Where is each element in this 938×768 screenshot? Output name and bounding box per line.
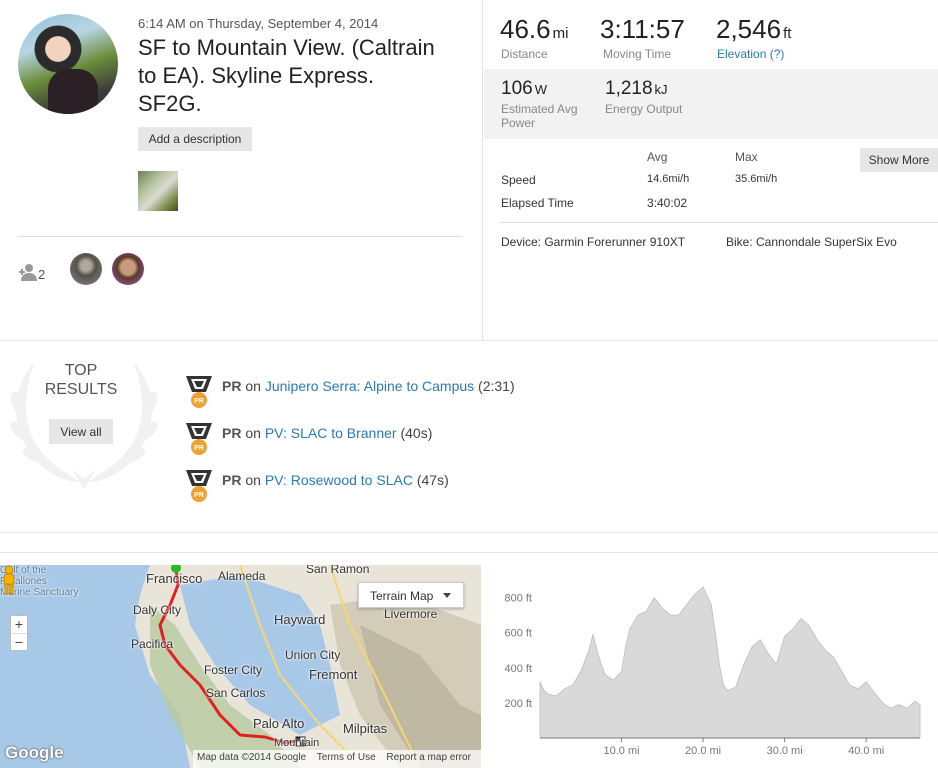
- pr-result-text: PR on PV: Rosewood to SLAC (47s): [222, 472, 449, 488]
- x-tick-label: 20.0 mi: [685, 745, 721, 757]
- moving-time-label: Moving Time: [603, 47, 672, 61]
- map-type-dropdown[interactable]: Terrain Map: [358, 582, 464, 608]
- elapsed-time-label: Elapsed Time: [501, 196, 574, 210]
- device-info: Device: Garmin Forerunner 910XT: [501, 235, 686, 249]
- moving-time-value: 3:11:57: [600, 14, 685, 44]
- bike-info: Bike: Cannondale SuperSix Evo: [726, 235, 897, 249]
- pr-result-text: PR on PV: SLAC to Branner (40s): [222, 425, 433, 441]
- map-label: Mountain: [274, 737, 320, 749]
- pr-medal-badge: PR: [194, 445, 204, 452]
- chevron-down-icon: [443, 593, 451, 598]
- activity-datetime: 6:14 AM on Thursday, September 4, 2014: [138, 16, 379, 31]
- map-label: Union City: [285, 648, 341, 662]
- map-label: Foster City: [204, 663, 263, 677]
- route-map[interactable]: Gulf of the Farallones Marine Sanctuary …: [0, 565, 481, 768]
- top-results-heading: TOP RESULTS: [44, 362, 118, 398]
- elevation-area: [539, 586, 921, 739]
- secondary-stats-panel: [484, 69, 938, 139]
- y-tick-label: 800 ft: [504, 593, 532, 605]
- laurel-wreath-icon: [10, 363, 158, 489]
- pr-medal-badge: PR: [194, 492, 204, 499]
- map-label: Farallones: [0, 576, 47, 587]
- section-divider: [0, 340, 938, 341]
- google-logo: Google: [5, 743, 64, 762]
- map-label: Livermore: [384, 607, 438, 621]
- avg-column-header: Avg: [647, 150, 668, 164]
- y-tick-label: 600 ft: [504, 628, 532, 640]
- column-divider: [482, 0, 483, 340]
- street-view-pegman-icon[interactable]: [0, 565, 18, 595]
- energy-value: 1,218 kJ: [605, 78, 668, 99]
- zoom-control: + −: [10, 615, 28, 651]
- pr-medal-badge: PR: [194, 398, 204, 405]
- kudo-avatar[interactable]: [70, 253, 102, 285]
- power-value: 106 W: [501, 78, 547, 99]
- power-label-line2: Power: [501, 116, 536, 130]
- map-label: San Ramon: [306, 565, 370, 576]
- y-tick-label: 200 ft: [504, 698, 532, 710]
- pr-medal-icon: PR: [186, 470, 212, 502]
- map-label: Alameda: [218, 569, 266, 583]
- map-label: Hayward: [274, 612, 326, 627]
- map-label: Gulf of the: [0, 565, 47, 576]
- section-divider: [0, 552, 938, 553]
- x-tick-label: 30.0 mi: [767, 745, 803, 757]
- terms-of-use-link[interactable]: Terms of Use: [316, 752, 376, 763]
- distance-label: Distance: [501, 47, 548, 61]
- distance-value: 46.6 mi: [500, 14, 569, 44]
- divider: [500, 222, 938, 223]
- map-label: Milpitas: [343, 721, 388, 736]
- kudos-count[interactable]: 2: [38, 267, 46, 282]
- elevation-help-link[interactable]: Elevation (?): [717, 47, 785, 61]
- view-all-button[interactable]: View all: [49, 419, 113, 444]
- map-label: Daly City: [133, 603, 182, 617]
- zoom-out-button[interactable]: −: [14, 634, 24, 650]
- zoom-in-button[interactable]: +: [14, 616, 24, 632]
- pr-medal-icon: PR: [186, 376, 212, 408]
- divider: [18, 236, 462, 237]
- segment-link[interactable]: PV: Rosewood to SLAC: [264, 472, 413, 488]
- map-terrain-graphic: [0, 565, 481, 768]
- map-footer: Map data ©2014 Google Terms of Use Repor…: [193, 750, 481, 768]
- max-column-header: Max: [735, 150, 758, 164]
- power-label: Estimated Avg: [501, 102, 578, 116]
- report-map-error-link[interactable]: Report a map error: [386, 752, 471, 763]
- activity-photo-thumbnail[interactable]: [138, 171, 178, 211]
- speed-max: 35.6mi/h: [735, 173, 778, 185]
- elapsed-time-value: 3:40:02: [647, 196, 688, 210]
- energy-label: Energy Output: [605, 102, 683, 116]
- x-tick-label: 40.0 mi: [848, 745, 884, 757]
- activity-title: SF to Mountain View. (Caltrain to EA). S…: [138, 35, 435, 116]
- athlete-avatar[interactable]: [18, 14, 118, 114]
- map-data-attribution: Map data ©2014 Google: [197, 752, 307, 763]
- elevation-value: 2,546 ft: [716, 14, 792, 44]
- map-label: San Carlos: [206, 686, 266, 700]
- speed-avg: 14.6mi/h: [647, 173, 690, 185]
- segment-link[interactable]: PV: SLAC to Branner: [264, 425, 397, 441]
- add-description-button[interactable]: Add a description: [138, 127, 252, 151]
- kudo-avatar[interactable]: [112, 253, 144, 285]
- map-label: Fremont: [309, 667, 358, 682]
- map-label: Pacifica: [131, 637, 174, 651]
- map-label: Marine Sanctuary: [0, 587, 79, 598]
- pr-result-text: PR on Junipero Serra: Alpine to Campus (…: [222, 378, 515, 394]
- elevation-chart[interactable]: 200 ft 400 ft 600 ft 800 ft 10.0 mi 20.0 mi 30…: [482, 565, 938, 768]
- map-label: Palo Alto: [253, 716, 305, 731]
- segment-link[interactable]: Junipero Serra: Alpine to Campus: [264, 378, 475, 394]
- add-kudos-icon[interactable]: [18, 263, 38, 281]
- speed-label: Speed: [501, 173, 536, 187]
- show-more-button[interactable]: Show More: [860, 148, 938, 172]
- pr-medal-icon: PR: [186, 423, 212, 455]
- y-tick-label: 400 ft: [504, 663, 532, 675]
- section-divider: [0, 532, 938, 533]
- map-label: Francisco: [146, 571, 203, 586]
- x-tick-label: 10.0 mi: [604, 745, 640, 757]
